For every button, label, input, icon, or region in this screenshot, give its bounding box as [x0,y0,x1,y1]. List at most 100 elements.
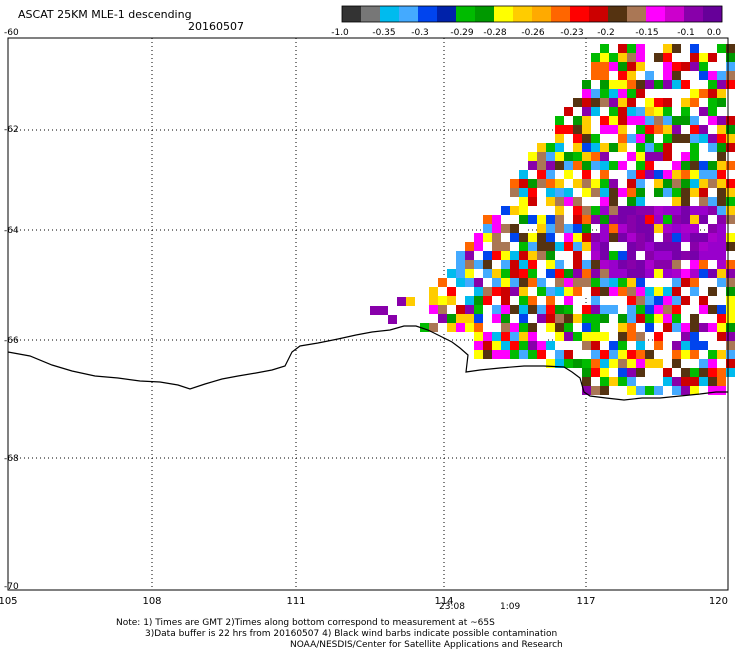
wind-cell [627,116,636,125]
wind-cell [654,224,663,233]
wind-cell [690,269,699,278]
wind-cell [564,332,573,341]
wind-cell [618,179,627,188]
wind-cell [672,125,681,134]
wind-cell [636,332,645,341]
wind-cell [717,206,726,215]
colorbar-swatches [341,5,723,23]
wind-cell [564,143,573,152]
wind-cell [690,206,699,215]
wind-cell [717,125,726,134]
wind-cell [618,278,627,287]
wind-cell [609,152,618,161]
wind-cell [474,287,483,296]
wind-cell [672,161,681,170]
wind-cell [609,188,618,197]
wind-cell [654,170,663,179]
wind-cell [681,341,690,350]
wind-cell [609,62,618,71]
wind-cell [564,350,573,359]
wind-cell [726,296,735,305]
wind-cell [546,161,555,170]
pass-time-label: 1:09 [500,602,520,612]
wind-cell [555,260,564,269]
wind-cell [483,314,492,323]
wind-cell [537,260,546,269]
wind-cell [636,206,645,215]
wind-cell [699,71,708,80]
wind-cell [627,206,636,215]
wind-cell [609,161,618,170]
colorbar-tick-label: -0.35 [372,28,395,38]
wind-cell [699,368,708,377]
wind-cell [483,260,492,269]
wind-cell [618,98,627,107]
wind-cell [510,278,519,287]
wind-cell [501,242,510,251]
wind-cell [465,269,474,278]
wind-cell [582,260,591,269]
wind-cell [618,152,627,161]
wind-cell [654,233,663,242]
wind-cell [609,386,618,395]
wind-cell [582,125,591,134]
wind-cell [627,53,636,62]
colorbar-swatch [684,6,704,22]
wind-cell [636,71,645,80]
wind-cell [573,278,582,287]
wind-cell [663,107,672,116]
wind-cell [627,377,636,386]
wind-cell [627,89,636,98]
wind-cell [573,269,582,278]
wind-cell [717,377,726,386]
wind-cell [699,188,708,197]
wind-cell [618,305,627,314]
wind-cell [708,71,717,80]
wind-cell [465,296,474,305]
wind-cell [672,224,681,233]
wind-cell [654,296,663,305]
wind-cell [627,242,636,251]
map-plot: -60 -62 -64 -66 -68 -70 105 108 111 114 … [0,28,735,612]
wind-cell [609,107,618,116]
wind-cell [726,71,735,80]
lat-label: -62 [4,125,19,135]
wind-cell [555,251,564,260]
wind-cell [591,269,600,278]
wind-cell [429,287,438,296]
wind-cell [573,332,582,341]
wind-cell [519,179,528,188]
wind-cell [663,152,672,161]
wind-cell [699,161,708,170]
wind-cell [591,134,600,143]
wind-cell [618,359,627,368]
colorbar-swatch [361,6,381,22]
wind-cell [672,179,681,188]
wind-cell [699,80,708,89]
wind-cell [519,332,528,341]
wind-cell [591,377,600,386]
wind-cell [564,287,573,296]
wind-cell [600,152,609,161]
wind-cell [690,89,699,98]
wind-cell [690,116,699,125]
wind-cell [609,71,618,80]
wind-cell [600,314,609,323]
wind-cell [726,152,735,161]
wind-cell [555,134,564,143]
colorbar-swatch [589,6,609,22]
wind-cell [537,314,546,323]
wind-cell [726,305,735,314]
wind-cell [510,341,519,350]
colorbar-tick-label: -0.2 [597,28,615,38]
wind-cell [564,269,573,278]
wind-cell [672,296,681,305]
wind-cell [618,215,627,224]
wind-cell [663,62,672,71]
wind-cell [618,377,627,386]
wind-cell [564,296,573,305]
wind-cell [717,233,726,242]
wind-cell [582,215,591,224]
wind-cell [501,206,510,215]
